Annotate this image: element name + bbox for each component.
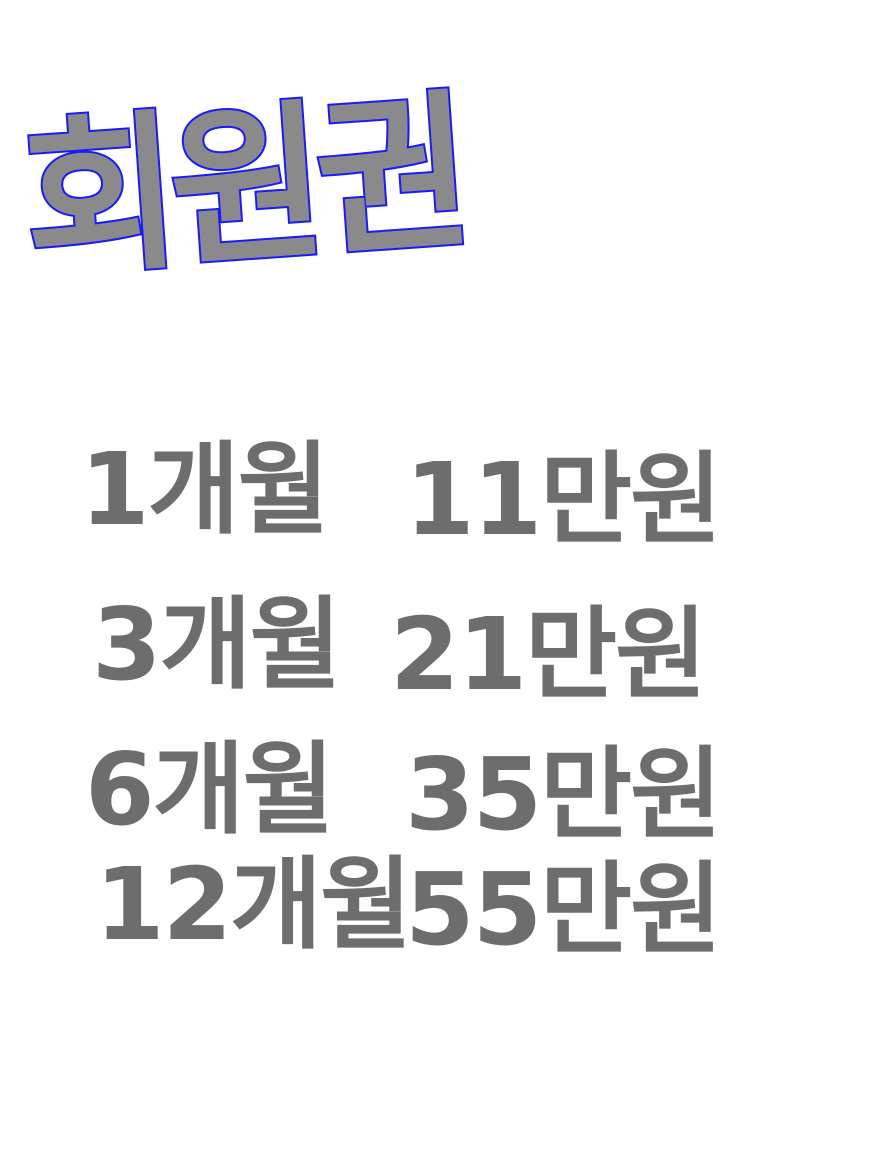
period-label: 6개월 <box>85 731 335 848</box>
period-label: 1개월 <box>80 431 330 548</box>
price-row: 12개월 55만원 <box>80 830 780 970</box>
price-value: 11만원 <box>405 441 722 558</box>
price-value: 35만원 <box>405 736 722 853</box>
price-value: 55만원 <box>405 851 722 968</box>
price-value: 21만원 <box>390 596 707 713</box>
price-row: 3개월 21만원 <box>80 570 780 710</box>
membership-title: 회원권 <box>15 72 471 304</box>
price-row: 1개월 11만원 <box>80 430 780 570</box>
price-list: 1개월 11만원 3개월 21만원 6개월 35만원 12개월 55만원 <box>80 430 780 970</box>
period-label: 3개월 <box>92 586 342 703</box>
price-row: 6개월 35만원 <box>80 710 780 845</box>
period-label: 12개월 <box>95 846 412 963</box>
